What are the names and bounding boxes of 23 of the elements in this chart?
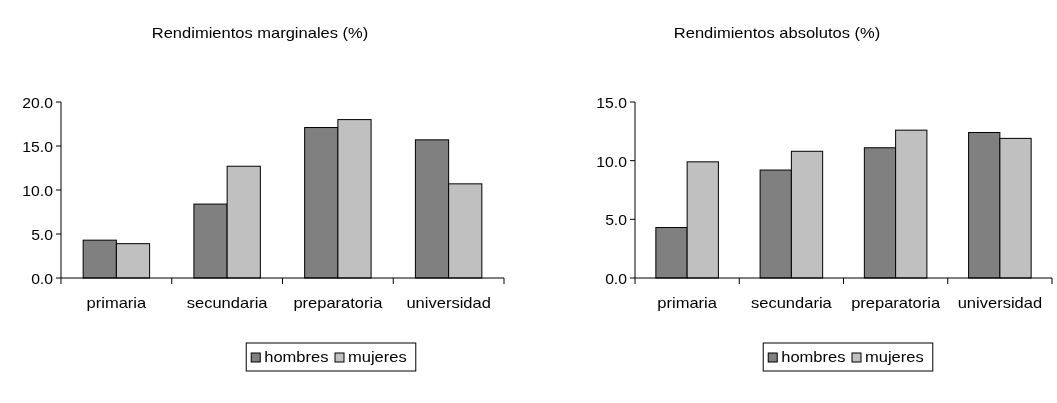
chart-title: Rendimientos marginales (%)	[151, 25, 369, 41]
legend-label: hombres	[781, 349, 846, 365]
y-tick-label: 5.0	[605, 211, 627, 229]
chart-title: Rendimientos absolutos (%)	[673, 25, 881, 41]
x-tick-label: universidad	[406, 295, 491, 311]
x-tick-label: secundaria	[186, 295, 269, 311]
x-tick-label: primaria	[657, 295, 718, 311]
x-tick-label: primaria	[86, 295, 147, 311]
y-tick-label: 15.0	[22, 138, 53, 155]
y-tick-label: 15.0	[596, 94, 627, 111]
legend-label: hombres	[264, 349, 329, 365]
y-tick-label: 10.0	[596, 153, 627, 170]
y-tick-label: 10.0	[22, 182, 53, 199]
y-tick-label: 0.0	[605, 270, 627, 287]
legend-label: mujeres	[348, 349, 408, 365]
y-tick-label: 20.0	[22, 94, 53, 111]
x-tick-label: preparatoria	[293, 295, 383, 311]
x-tick-label: preparatoria	[851, 295, 941, 311]
x-tick-label: secundaria	[751, 295, 833, 311]
y-tick-label: 5.0	[31, 226, 53, 243]
legend-label: mujeres	[865, 349, 925, 365]
y-tick-label: 0.0	[31, 270, 53, 287]
x-tick-label: universidad	[957, 295, 1043, 311]
